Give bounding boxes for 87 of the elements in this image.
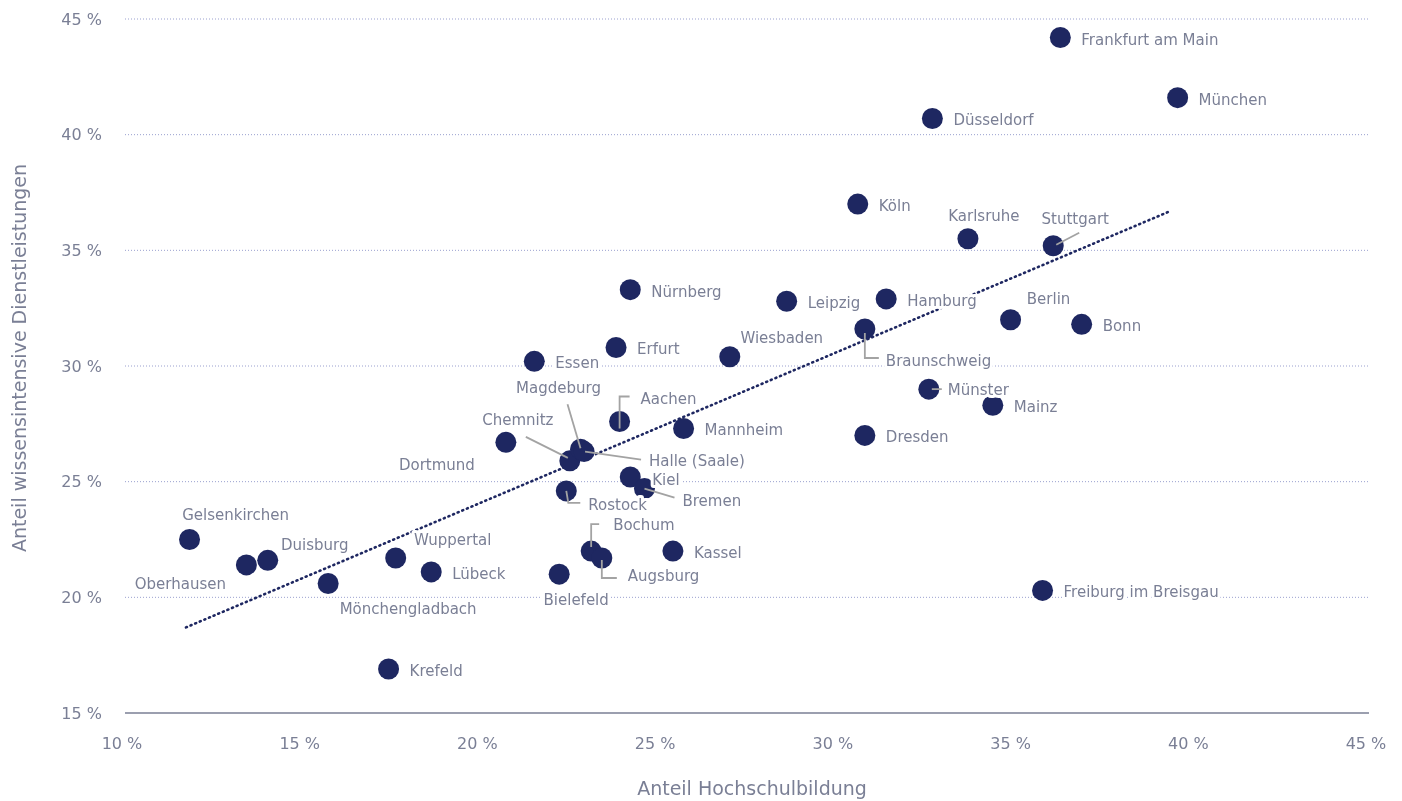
y-tick-label: 25 % — [61, 472, 102, 492]
annotation: Wuppertal — [413, 531, 492, 550]
point — [548, 563, 570, 585]
point — [1000, 309, 1022, 331]
point — [605, 336, 627, 358]
x-tick-label: 40 % — [1167, 734, 1209, 753]
annotation: Münster — [947, 381, 1010, 400]
point — [918, 378, 940, 400]
annotation: Köln — [878, 197, 911, 216]
annotation: Chemnitz — [482, 410, 554, 429]
annotation: Bremen — [682, 491, 742, 510]
y-tick-label: 35 % — [61, 240, 102, 260]
annotation: Oberhausen — [134, 574, 227, 593]
annotation: Bonn — [1102, 317, 1142, 336]
point — [662, 540, 684, 562]
annotation: Magdeburg — [516, 379, 601, 398]
annotation: Bielefeld — [543, 591, 609, 610]
annotation: Lübeck — [452, 564, 506, 583]
point — [854, 318, 876, 340]
point — [875, 288, 897, 310]
point — [1071, 313, 1093, 335]
x-tick-label: 30 % — [812, 734, 854, 753]
point — [673, 417, 695, 439]
annotation: Mannheim — [704, 421, 784, 440]
point — [1167, 87, 1189, 109]
point — [420, 561, 442, 583]
y-axis-title: Anteil wissensintensive Dienstleistungen — [8, 163, 30, 553]
annotation: Krefeld — [409, 662, 463, 681]
annotation: München — [1198, 90, 1268, 109]
annotation: Düsseldorf — [953, 111, 1035, 130]
annotation: Essen — [555, 354, 600, 373]
annotation: Stuttgart — [1041, 209, 1110, 228]
annotation: Nürnberg — [651, 282, 722, 301]
annotation: Leipzig — [807, 294, 861, 313]
annotation: Dortmund — [398, 456, 475, 475]
x-tick-label: 25 % — [634, 734, 676, 753]
annotation: Mönchengladbach — [339, 600, 477, 619]
x-tick-label: 45 % — [1345, 734, 1387, 753]
annotation: Freiburg im Breisgau — [1063, 583, 1219, 602]
point — [1042, 235, 1064, 257]
annotation: Aachen — [640, 389, 697, 408]
point — [591, 547, 613, 569]
x-tick-label: 20 % — [457, 734, 498, 753]
annotation: Karlsruhe — [948, 206, 1020, 225]
point — [619, 279, 641, 301]
point — [776, 290, 798, 312]
point — [1049, 27, 1071, 49]
point — [957, 228, 979, 250]
x-tick-label: 15 % — [279, 734, 321, 753]
annotation: Duisburg — [280, 536, 349, 555]
y-tick-label: 20 % — [61, 587, 102, 607]
annotation: Frankfurt am Main — [1081, 30, 1219, 49]
point — [921, 107, 943, 129]
point — [235, 554, 257, 576]
annotation: Halle (Saale) — [649, 451, 745, 470]
y-tick-label: 15 % — [61, 703, 102, 723]
annotation: Gelsenkirchen — [182, 505, 289, 524]
point — [555, 480, 577, 502]
point — [179, 529, 201, 550]
annotation: Augsburg — [627, 567, 700, 586]
point — [523, 350, 545, 372]
annotation: Mainz — [1013, 398, 1058, 417]
x-tick-label: 10 % — [101, 734, 143, 753]
annotation: Braunschweig — [885, 351, 992, 370]
point — [1032, 579, 1054, 601]
point — [317, 572, 339, 594]
annotation: Bochum — [613, 516, 675, 535]
point — [257, 549, 279, 571]
x-tick-label: 35 % — [990, 734, 1031, 753]
annotation: Berlin — [1026, 289, 1071, 308]
point — [847, 193, 869, 215]
y-tick-label: 40 % — [61, 125, 102, 145]
point — [495, 431, 517, 453]
point — [385, 547, 407, 569]
x-axis-title: Anteil Hochschulbildung — [637, 777, 867, 799]
annotation: Dresden — [885, 428, 949, 447]
point — [619, 466, 641, 488]
annotation: Rostock — [588, 495, 648, 514]
point — [378, 658, 400, 680]
y-tick-label: 30 % — [61, 356, 102, 376]
annotation: Erfurt — [637, 340, 680, 359]
point — [854, 424, 876, 446]
annotation: Kiel — [652, 471, 680, 490]
annotation: Wiesbaden — [740, 328, 824, 347]
point — [719, 346, 741, 368]
annotation: Kassel — [693, 544, 742, 563]
y-tick-label: 45 % — [61, 9, 102, 29]
